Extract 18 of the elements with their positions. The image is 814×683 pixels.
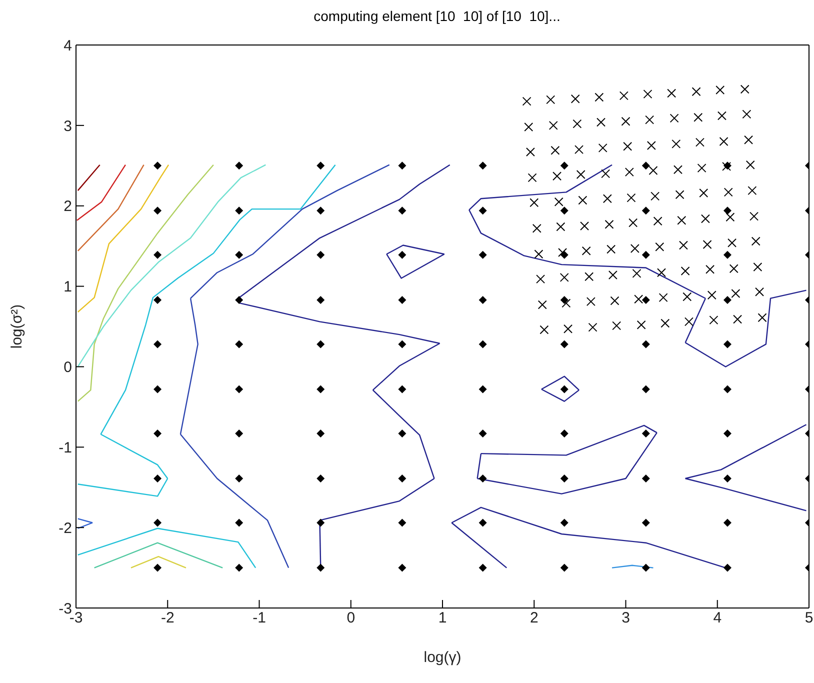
x-tick-label: 4 — [713, 610, 722, 627]
y-tick-label: -2 — [58, 520, 72, 537]
y-tick-label: 2 — [64, 198, 72, 216]
y-axis-title: log(σ²) — [8, 304, 26, 349]
x-tick-label: 5 — [804, 610, 814, 627]
x-tick-label: 0 — [346, 610, 356, 627]
chart-title: computing element [10 10] of [10 10]... — [312, 8, 562, 26]
x-tick-label: 1 — [438, 610, 447, 627]
x-tick-label: -1 — [252, 610, 266, 627]
y-tick-label: -1 — [58, 439, 72, 456]
y-tick-label: 1 — [64, 278, 72, 296]
y-tick-label: 3 — [64, 118, 72, 135]
x-tick-label: 3 — [622, 610, 630, 627]
y-tick-label: 4 — [64, 37, 72, 54]
x-tick-label: -2 — [160, 610, 174, 627]
x-axis-title: log(γ) — [424, 649, 462, 666]
x-tick-label: 2 — [530, 610, 538, 627]
y-tick-label: 0 — [64, 359, 72, 376]
